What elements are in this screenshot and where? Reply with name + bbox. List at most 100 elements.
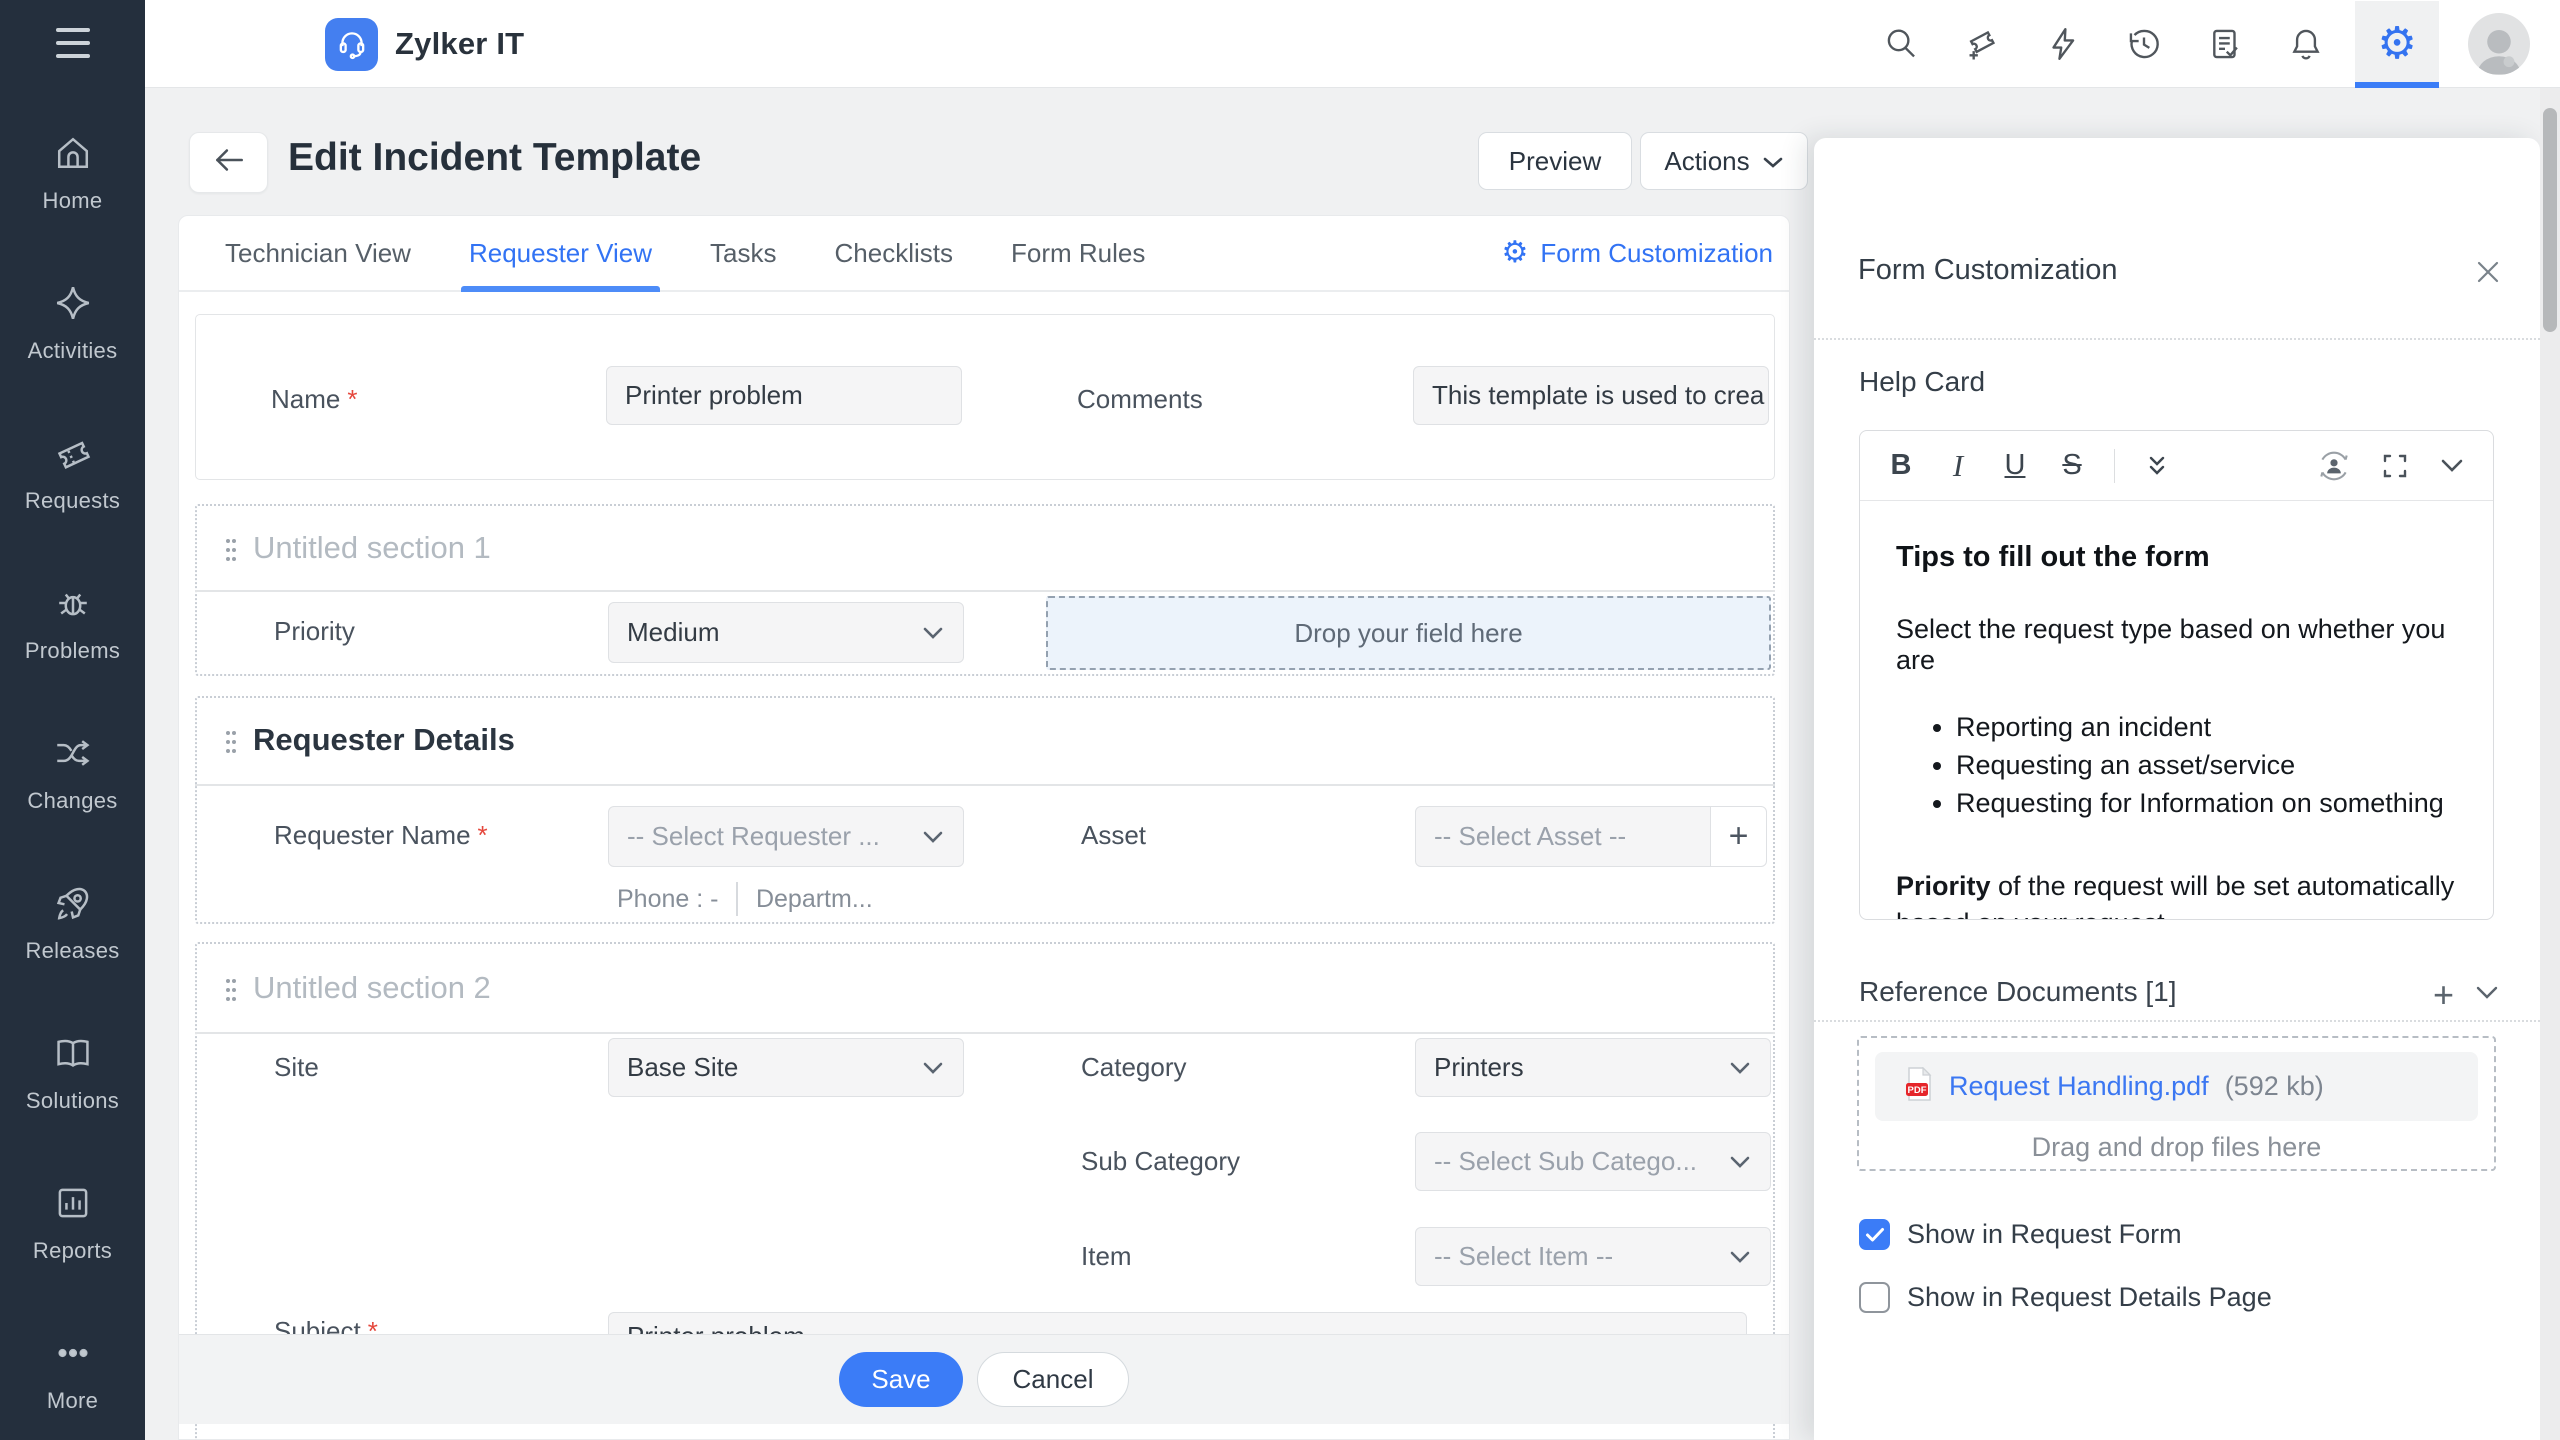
form-customization-link[interactable]: ⚙ Form Customization: [1501, 235, 1773, 270]
file-link[interactable]: Request Handling.pdf: [1949, 1071, 2209, 1101]
brand[interactable]: Zylker IT: [325, 0, 524, 88]
svg-text:PDF: PDF: [1908, 1085, 1927, 1096]
sidebar-item-releases[interactable]: Releases: [0, 882, 145, 964]
tab-tasks[interactable]: Tasks: [710, 237, 777, 268]
actions-button[interactable]: Actions: [1640, 132, 1808, 190]
untitled-section-1: Untitled section 1 Priority Medium Drop …: [195, 504, 1775, 676]
sidebar-item-activities[interactable]: Activities: [0, 282, 145, 364]
requester-meta: Phone : - Departm...: [617, 882, 873, 916]
section-divider: [195, 784, 1775, 786]
toolbar-chevron-down-icon[interactable]: [2437, 457, 2467, 475]
sidebar-item-label: Home: [42, 188, 103, 213]
insert-user-icon[interactable]: [2315, 447, 2353, 485]
cancel-button[interactable]: Cancel: [977, 1352, 1129, 1407]
scrollbar-thumb[interactable]: [2543, 108, 2557, 332]
save-button[interactable]: Save: [839, 1352, 963, 1407]
sidebar-item-problems[interactable]: Problems: [0, 582, 145, 664]
add-ticket-icon[interactable]: [1962, 24, 2002, 64]
section-title[interactable]: Untitled section 1: [253, 530, 491, 565]
pdf-file-icon: PDF: [1905, 1066, 1933, 1106]
checkbox-unchecked-icon: [1859, 1282, 1890, 1313]
italic-icon[interactable]: I: [1952, 447, 1964, 483]
drag-handle-icon[interactable]: [223, 536, 239, 569]
app-logo-headset-icon: [325, 17, 378, 71]
sidebar-item-label: More: [46, 1388, 99, 1413]
tab-requester-view[interactable]: Requester View: [460, 216, 661, 292]
fullscreen-icon[interactable]: [2380, 451, 2410, 481]
category-label: Category: [1081, 1052, 1187, 1082]
add-document-icon[interactable]: +: [2432, 974, 2454, 1015]
help-bullet-list: Reporting an incident Requesting an asse…: [1896, 708, 2457, 822]
hamburger-menu-icon[interactable]: [56, 28, 90, 67]
notifications-bell-icon[interactable]: [2286, 24, 2326, 64]
list-item: Requesting for Information on something: [1956, 784, 2457, 822]
chevron-down-icon: [1762, 146, 1784, 177]
brand-name: Zylker IT: [395, 26, 525, 61]
tab-technician-view[interactable]: Technician View: [225, 237, 411, 268]
priority-select[interactable]: Medium: [608, 602, 964, 663]
user-avatar[interactable]: [2468, 13, 2530, 75]
field-dropzone[interactable]: Drop your field here: [1046, 596, 1771, 670]
more-formats-icon[interactable]: [2142, 453, 2172, 479]
divider: [736, 882, 738, 916]
drag-handle-icon[interactable]: [223, 728, 239, 761]
settings-tab-active[interactable]: ⚙: [2355, 0, 2439, 88]
sidebar-item-label: Changes: [27, 788, 118, 813]
section-divider: [195, 1032, 1775, 1034]
chevron-down-icon: [1728, 1241, 1752, 1272]
sidebar-item-label: Problems: [24, 638, 121, 663]
tab-checklists[interactable]: Checklists: [834, 237, 953, 268]
file-drop-area[interactable]: PDF Request Handling.pdf (592 kb) Drag a…: [1857, 1036, 2496, 1171]
bold-icon[interactable]: B: [1890, 449, 1912, 481]
editor-toolbar: B I U S: [1860, 431, 2493, 501]
tab-form-rules[interactable]: Form Rules: [1011, 237, 1146, 268]
site-label: Site: [274, 1052, 319, 1082]
divider: [1814, 1020, 2540, 1022]
editor-content[interactable]: Tips to fill out the form Select the req…: [1860, 501, 2493, 919]
item-select[interactable]: -- Select Item --: [1415, 1227, 1771, 1286]
sidebar-item-label: Reports: [32, 1238, 113, 1263]
section-title[interactable]: Requester Details: [253, 722, 515, 757]
back-button[interactable]: [189, 132, 268, 193]
sidebar-nav: Home Activities Requests Problems: [0, 132, 145, 1414]
collapse-chevron-icon[interactable]: [2474, 984, 2500, 1007]
quick-actions-icon[interactable]: [2043, 24, 2083, 64]
approvals-icon[interactable]: [2205, 24, 2245, 64]
attached-file-chip[interactable]: PDF Request Handling.pdf (592 kb): [1875, 1052, 2478, 1121]
priority-label: Priority: [274, 616, 355, 646]
show-in-request-form-checkbox[interactable]: Show in Request Form: [1859, 1219, 2182, 1250]
section-title[interactable]: Untitled section 2: [253, 970, 491, 1005]
requester-name-select[interactable]: -- Select Requester ...: [608, 806, 964, 867]
comments-input[interactable]: This template is used to crea: [1413, 366, 1769, 425]
category-select[interactable]: Printers: [1415, 1038, 1771, 1097]
sidebar-item-solutions[interactable]: Solutions: [0, 1032, 145, 1114]
home-icon: [52, 132, 94, 179]
checkbox-checked-icon: [1859, 1219, 1890, 1250]
close-icon[interactable]: [2472, 256, 2504, 288]
sub-category-select[interactable]: -- Select Sub Catego...: [1415, 1132, 1771, 1191]
drag-handle-icon[interactable]: [223, 976, 239, 1009]
chevron-down-icon: [921, 1052, 945, 1083]
sidebar-item-label: Activities: [27, 338, 118, 363]
chevron-down-icon: [921, 617, 945, 648]
sidebar-item-more[interactable]: More: [0, 1332, 145, 1414]
list-item: Reporting an incident: [1956, 708, 2457, 746]
name-input[interactable]: Printer problem: [606, 366, 962, 425]
sidebar-item-changes[interactable]: Changes: [0, 732, 145, 814]
search-icon[interactable]: [1881, 24, 1921, 64]
chevron-down-icon: [921, 821, 945, 852]
asset-input[interactable]: -- Select Asset --: [1415, 806, 1711, 867]
site-select[interactable]: Base Site: [608, 1038, 964, 1097]
sidebar-item-home[interactable]: Home: [0, 132, 145, 214]
sidebar-item-requests[interactable]: Requests: [0, 432, 145, 514]
history-icon[interactable]: [2124, 24, 2164, 64]
left-sidebar: Home Activities Requests Problems: [0, 0, 145, 1440]
underline-icon[interactable]: U: [2004, 449, 2026, 481]
show-in-request-details-checkbox[interactable]: Show in Request Details Page: [1859, 1282, 2272, 1313]
vertical-scrollbar[interactable]: [2540, 88, 2560, 1440]
strikethrough-icon[interactable]: S: [2062, 449, 2082, 481]
preview-button[interactable]: Preview: [1478, 132, 1632, 190]
sidebar-item-reports[interactable]: Reports: [0, 1182, 145, 1264]
add-asset-button[interactable]: +: [1710, 806, 1767, 867]
